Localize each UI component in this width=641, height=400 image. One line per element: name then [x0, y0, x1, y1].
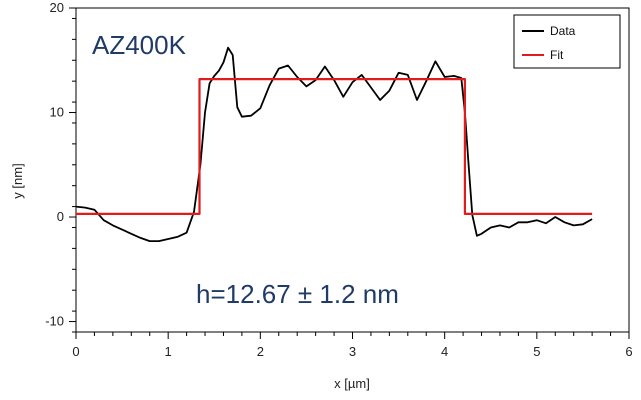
y-tick-label: -10: [45, 314, 64, 329]
legend: Data Fit: [513, 14, 621, 69]
x-tick-label: 5: [533, 344, 540, 359]
x-tick-label: 6: [625, 344, 632, 359]
y-axis-label: y [nm]: [10, 163, 25, 198]
series-line-data: [75, 46, 593, 243]
legend-label-fit: Fit: [550, 48, 564, 62]
x-tick-label: 1: [165, 344, 172, 359]
x-tick-label: 2: [257, 344, 264, 359]
height-annotation: h=12.67 ± 1.2 nm: [196, 279, 399, 309]
series-group: [75, 46, 593, 243]
y-tick-label: 0: [57, 209, 64, 224]
x-tick-label: 0: [72, 344, 79, 359]
y-tick-label: 10: [50, 105, 64, 120]
legend-box: [513, 14, 621, 69]
sample-label: AZ400K: [92, 30, 187, 60]
x-tick-label: 4: [441, 344, 448, 359]
x-axis-label: x [µm]: [334, 376, 370, 391]
x-tick-label: 3: [349, 344, 356, 359]
legend-label-data: Data: [550, 24, 576, 38]
y-tick-label: 20: [50, 0, 64, 15]
series-line-fit: [76, 77, 593, 215]
axis-ticks: 0 1 2 3 4 5 6 -10 0 10 20: [45, 0, 632, 359]
